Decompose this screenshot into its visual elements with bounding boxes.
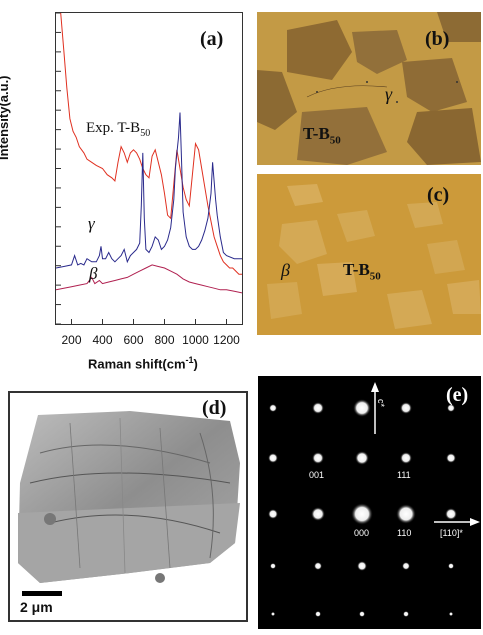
scale-bar-label: 2 μm xyxy=(20,599,53,615)
plot-frame xyxy=(55,12,243,325)
panel-label-a: (a) xyxy=(200,28,224,50)
series-line-gamma xyxy=(56,112,242,269)
beta-annotation: β xyxy=(89,264,98,283)
micrograph-c-texture xyxy=(257,174,481,335)
x-tick-label: 600 xyxy=(123,333,144,347)
spot-000: 000 xyxy=(354,528,370,538)
spot-110: 110 xyxy=(397,528,412,538)
diffraction-spots xyxy=(268,382,480,617)
gamma-label-b: γ xyxy=(385,84,393,104)
110-axis-label: [110]* xyxy=(440,528,463,538)
micrograph-b-texture xyxy=(257,12,481,165)
micrograph-c: (c) β T-B50 xyxy=(257,174,481,335)
x-tick-label: 1200 xyxy=(213,333,240,347)
gamma-annotation: γ xyxy=(88,214,95,233)
x-tick-label: 400 xyxy=(92,333,113,347)
material-label-b: T-B50 xyxy=(303,124,341,147)
y-axis-label: Intensity(a.u.) xyxy=(0,75,11,160)
exp-annotation: Exp. T-B50 xyxy=(86,120,151,139)
diffraction-pattern-e: (e) c* [110]* 001 111 000 110 xyxy=(258,376,481,629)
x-tick-label: 200 xyxy=(61,333,82,347)
scale-bar xyxy=(22,591,62,596)
c-star-label: c* xyxy=(376,398,387,408)
spot-111: 111 xyxy=(397,470,411,480)
series-line-beta xyxy=(56,264,242,294)
panel-label-d: (d) xyxy=(202,397,227,419)
x-axis-label: Raman shift(cm-1) xyxy=(88,355,198,372)
panel-label-b: (b) xyxy=(425,28,450,50)
material-label-c: T-B50 xyxy=(343,260,381,283)
tem-image-texture xyxy=(18,411,240,583)
panel-label-c: (c) xyxy=(427,184,450,206)
x-tick-label: 1000 xyxy=(182,333,209,347)
micrograph-b: (b) γ T-B50 xyxy=(257,12,481,165)
series-line-exp xyxy=(60,13,242,275)
tem-image-d: (d) 2 μm xyxy=(8,391,248,622)
raman-chart-svg xyxy=(56,13,242,324)
beta-label-c: β xyxy=(281,260,290,280)
panel-label-e: (e) xyxy=(446,384,469,406)
x-tick-label: 800 xyxy=(154,333,175,347)
spot-001: 001 xyxy=(309,470,325,480)
